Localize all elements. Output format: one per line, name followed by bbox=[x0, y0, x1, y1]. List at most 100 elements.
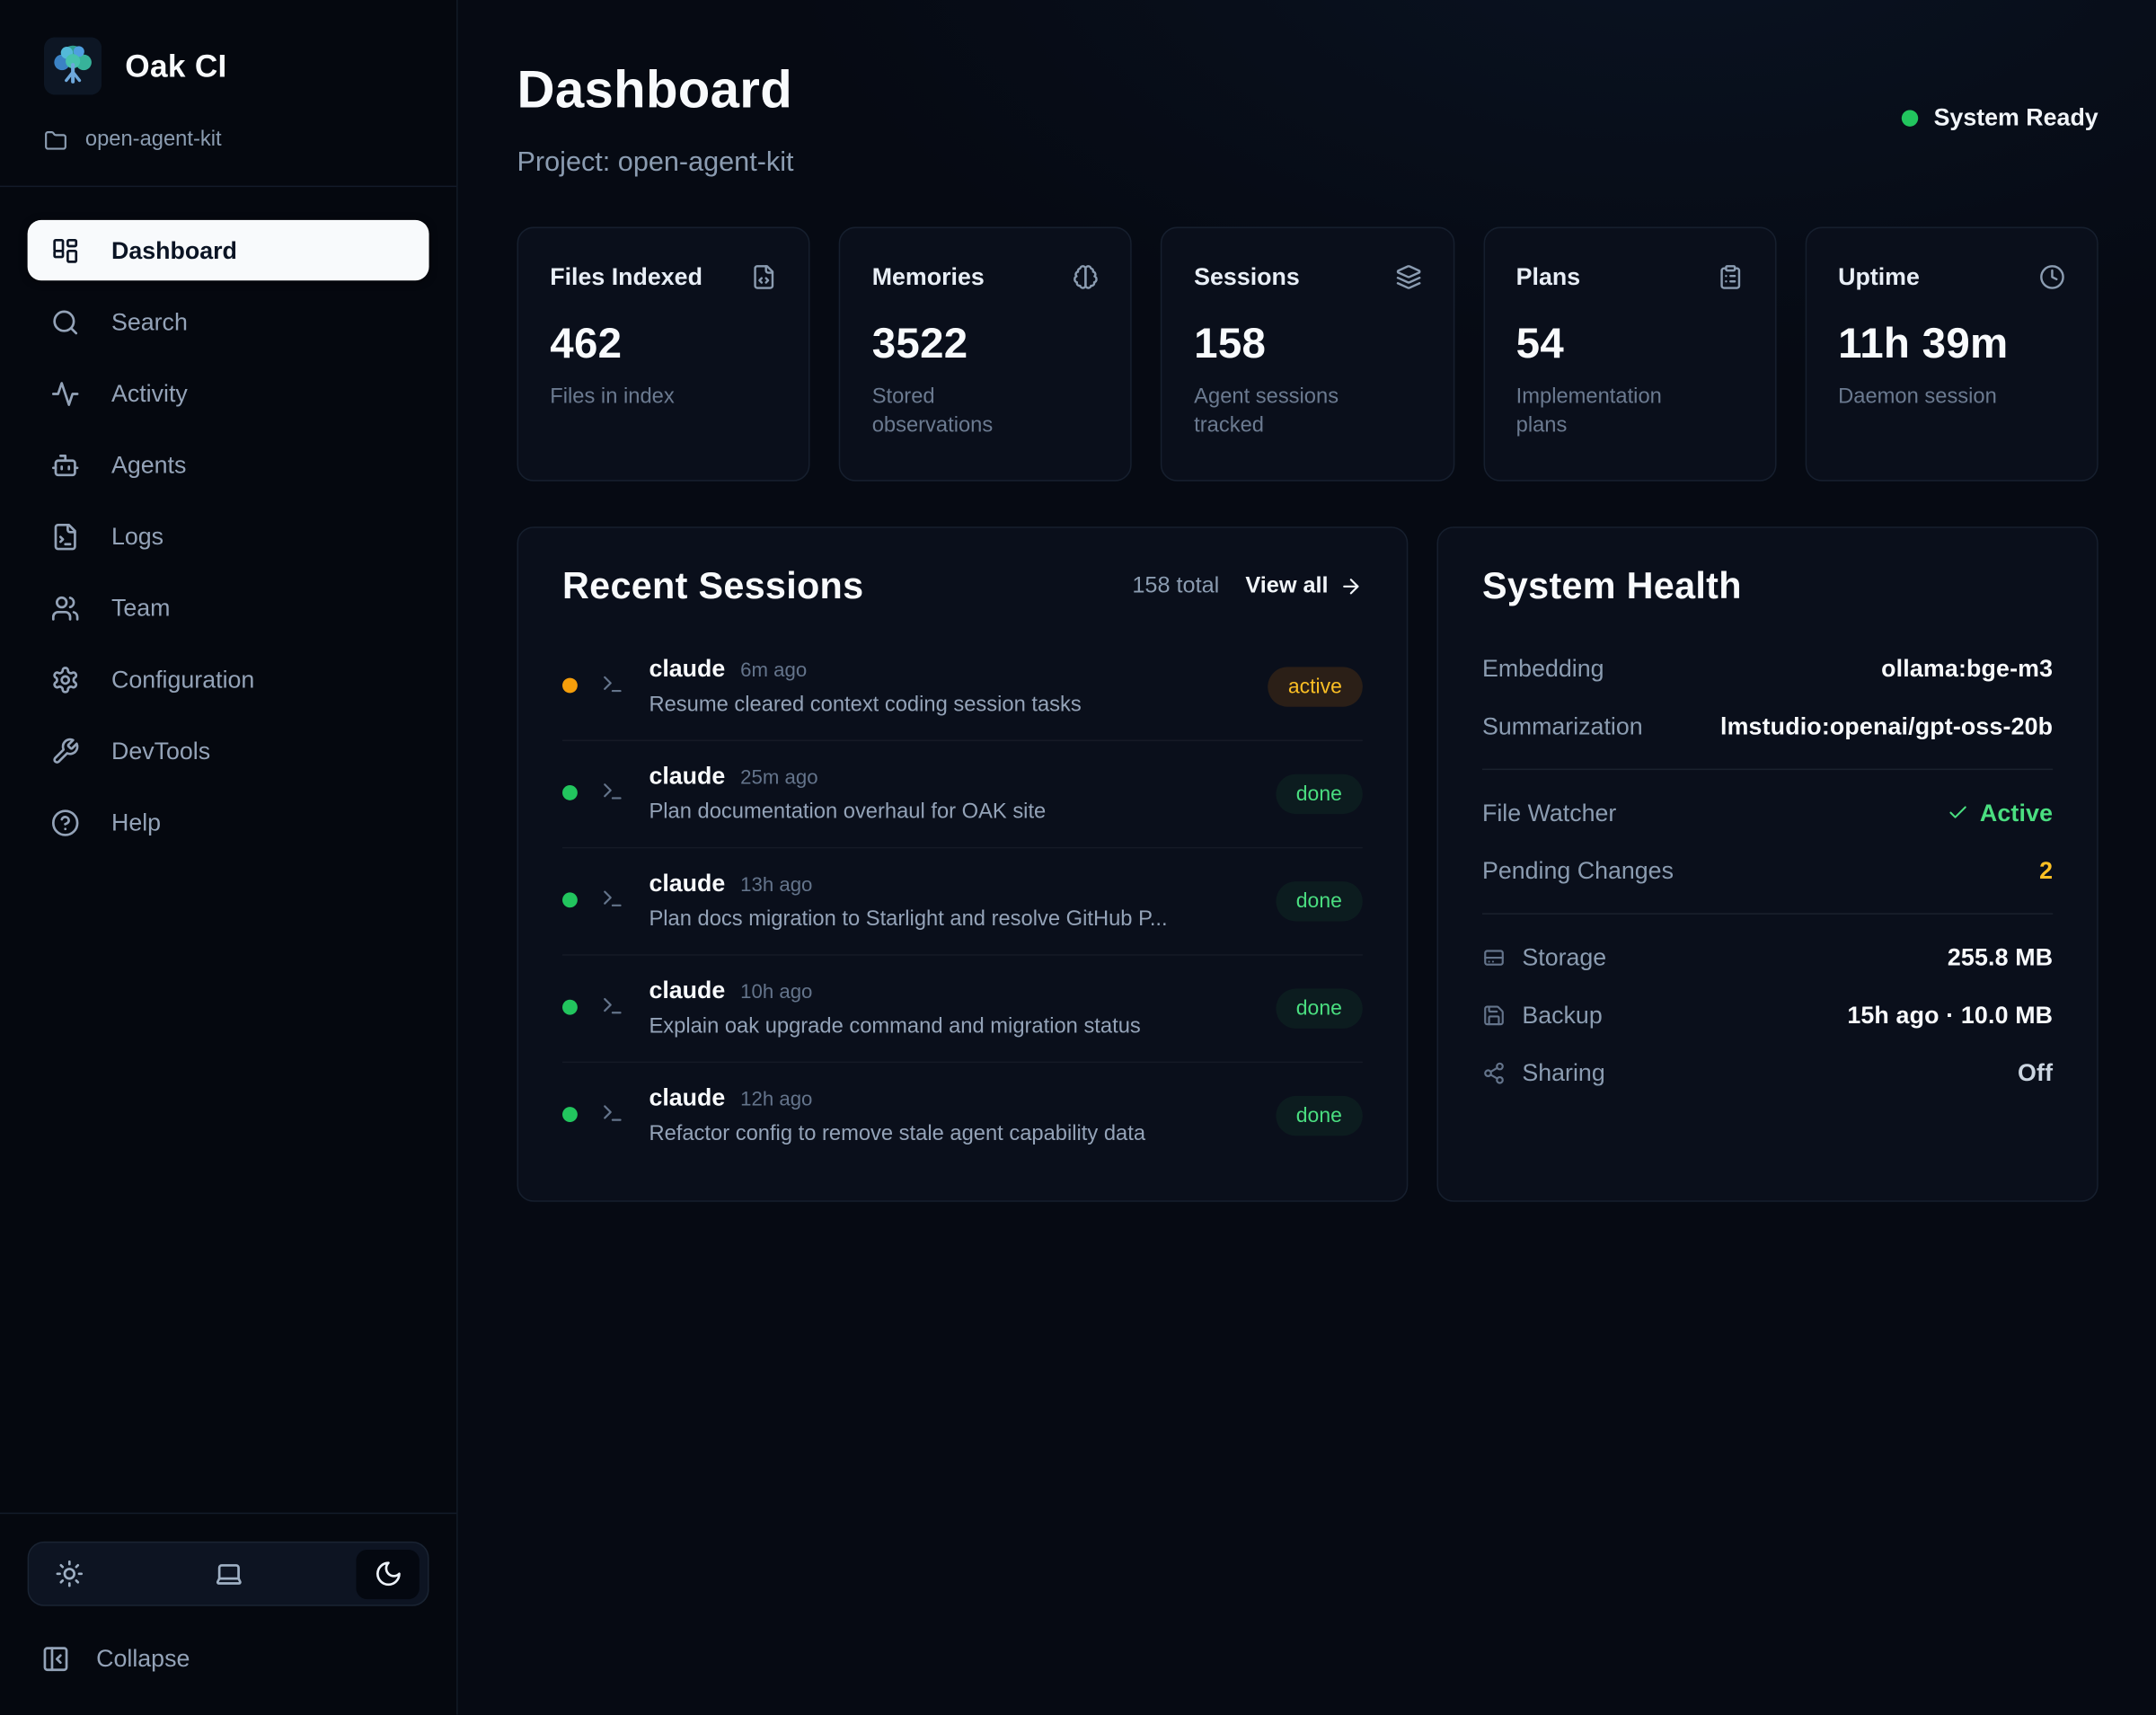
terminal-icon bbox=[601, 1101, 624, 1125]
system-health-rows: Embedding ollama:bge-m3 Summarization lm… bbox=[1481, 640, 2054, 1101]
stat-sublabel: Files in index bbox=[550, 385, 675, 409]
session-list: claude 6m ago Resume cleared context cod… bbox=[562, 634, 1363, 1169]
session-description: Plan documentation overhaul for OAK site bbox=[649, 800, 1047, 824]
health-label: Embedding bbox=[1481, 653, 1604, 682]
sun-icon bbox=[55, 1560, 83, 1587]
health-value: 2 bbox=[2039, 855, 2054, 884]
sidebar-item-configuration[interactable]: Configuration bbox=[28, 649, 429, 709]
session-row[interactable]: claude 12h ago Refactor config to remove… bbox=[562, 1063, 1363, 1169]
folder-icon bbox=[45, 130, 66, 149]
session-status-dot bbox=[562, 784, 578, 800]
sidebar-nav: Dashboard Search Activity Agents Logs Te… bbox=[0, 187, 456, 1513]
session-agent: claude bbox=[649, 869, 726, 897]
session-row[interactable]: claude 13h ago Plan docs migration to St… bbox=[562, 848, 1363, 956]
status-dot-icon bbox=[1902, 109, 1919, 127]
health-value: ollama:bge-m3 bbox=[1881, 653, 2054, 682]
save-icon bbox=[1484, 1004, 1504, 1025]
sidebar-item-label: DevTools bbox=[110, 736, 211, 765]
session-agent: claude bbox=[649, 761, 726, 790]
session-agent: claude bbox=[649, 976, 726, 1004]
sidebar-item-devtools[interactable]: DevTools bbox=[28, 720, 429, 781]
sidebar-item-label: Search bbox=[110, 307, 188, 335]
sidebar-item-team[interactable]: Team bbox=[28, 578, 429, 638]
session-time: 25m ago bbox=[740, 767, 818, 790]
terminal-icon bbox=[601, 780, 624, 803]
health-value: lmstudio:openai/gpt-oss-20b bbox=[1719, 712, 2054, 739]
divider bbox=[1481, 768, 2054, 771]
stat-label: Uptime bbox=[1838, 262, 1920, 290]
system-status: System Ready bbox=[1902, 103, 2099, 132]
layout-dashboard-icon bbox=[53, 238, 78, 262]
layers-icon bbox=[1396, 265, 1420, 289]
health-label: Pending Changes bbox=[1481, 855, 1674, 884]
laptop-icon bbox=[216, 1564, 241, 1585]
session-row[interactable]: claude 6m ago Resume cleared context cod… bbox=[562, 634, 1363, 741]
session-time: 6m ago bbox=[740, 659, 808, 683]
bot-icon bbox=[51, 454, 79, 476]
sidebar-item-activity[interactable]: Activity bbox=[28, 363, 429, 423]
sidebar-footer: Collapse bbox=[0, 1512, 457, 1715]
collapse-sidebar-button[interactable]: Collapse bbox=[28, 1645, 429, 1674]
sidebar-item-help[interactable]: Help bbox=[28, 792, 429, 853]
session-status-badge: active bbox=[1267, 666, 1363, 706]
session-status-dot bbox=[562, 892, 578, 908]
session-description: Refactor config to remove stale agent ca… bbox=[649, 1121, 1146, 1145]
search-icon bbox=[53, 309, 78, 334]
stat-value: 462 bbox=[550, 319, 623, 367]
health-row-pending-changes: Pending Changes 2 bbox=[1482, 842, 2053, 899]
stat-value: 54 bbox=[1515, 319, 1565, 367]
theme-toggle bbox=[27, 1541, 429, 1606]
sidebar-item-logs[interactable]: Logs bbox=[28, 506, 429, 566]
sidebar-item-search[interactable]: Search bbox=[28, 291, 429, 351]
stat-sublabel: Agent sessions tracked bbox=[1194, 385, 1339, 438]
terminal-icon bbox=[601, 672, 624, 695]
theme-dark-button[interactable] bbox=[356, 1549, 420, 1599]
sidebar-item-dashboard[interactable]: Dashboard bbox=[27, 219, 429, 281]
stat-card-plans: Plans 54 Implementation plans bbox=[1482, 226, 1777, 482]
health-value: Off bbox=[2018, 1057, 2054, 1086]
session-status-dot bbox=[562, 1107, 578, 1122]
session-time: 13h ago bbox=[740, 874, 813, 897]
theme-light-button[interactable] bbox=[37, 1549, 100, 1598]
health-label: Storage bbox=[1522, 942, 1607, 970]
sidebar-item-agents[interactable]: Agents bbox=[28, 435, 429, 495]
view-all-link[interactable]: View all bbox=[1245, 573, 1362, 599]
logo-section: Oak CI open-agent-kit bbox=[0, 0, 457, 188]
session-description: Resume cleared context coding session ta… bbox=[649, 693, 1082, 717]
session-status-dot bbox=[562, 677, 578, 694]
oak-tree-logo bbox=[43, 37, 102, 95]
sidebar: Oak CI open-agent-kit Dashboard Search A… bbox=[0, 0, 458, 1715]
session-status-badge: done bbox=[1275, 773, 1363, 814]
sidebar-item-label: Agents bbox=[110, 450, 187, 478]
users-icon bbox=[51, 596, 79, 620]
stat-card-uptime: Uptime 11h 39m Daemon session bbox=[1805, 226, 2099, 482]
stat-label: Plans bbox=[1515, 262, 1581, 290]
session-description: Plan docs migration to Starlight and res… bbox=[649, 907, 1168, 932]
moon-icon bbox=[376, 1561, 401, 1587]
project-selector[interactable]: open-agent-kit bbox=[44, 128, 429, 153]
gear-icon bbox=[53, 666, 78, 693]
page-subtitle: Project: open-agent-kit bbox=[517, 146, 794, 178]
sidebar-item-label: Activity bbox=[110, 378, 188, 407]
session-agent: claude bbox=[649, 654, 726, 683]
clock-icon bbox=[2040, 265, 2064, 289]
theme-system-button[interactable] bbox=[197, 1549, 260, 1598]
stat-label: Sessions bbox=[1194, 262, 1300, 290]
session-row[interactable]: claude 10h ago Explain oak upgrade comma… bbox=[562, 956, 1363, 1064]
session-time: 12h ago bbox=[740, 1089, 813, 1111]
stat-sublabel: Implementation plans bbox=[1515, 385, 1662, 438]
session-row[interactable]: claude 25m ago Plan documentation overha… bbox=[562, 741, 1363, 849]
stat-value: 3522 bbox=[871, 319, 968, 367]
sidebar-item-label: Help bbox=[110, 808, 162, 835]
hard-drive-icon bbox=[1484, 949, 1504, 965]
project-name: open-agent-kit bbox=[84, 128, 222, 152]
session-status-badge: done bbox=[1275, 987, 1363, 1029]
main-content: Dashboard Project: open-agent-kit System… bbox=[457, 0, 2156, 1715]
health-label: File Watcher bbox=[1481, 798, 1617, 827]
stat-card-sessions: Sessions 158 Agent sessions tracked bbox=[1161, 226, 1454, 482]
app-name: Oak CI bbox=[125, 47, 227, 84]
health-value: 15h ago · 10.0 MB bbox=[1847, 1000, 2054, 1029]
stat-label: Files Indexed bbox=[550, 262, 702, 290]
sidebar-item-label: Logs bbox=[110, 521, 164, 550]
